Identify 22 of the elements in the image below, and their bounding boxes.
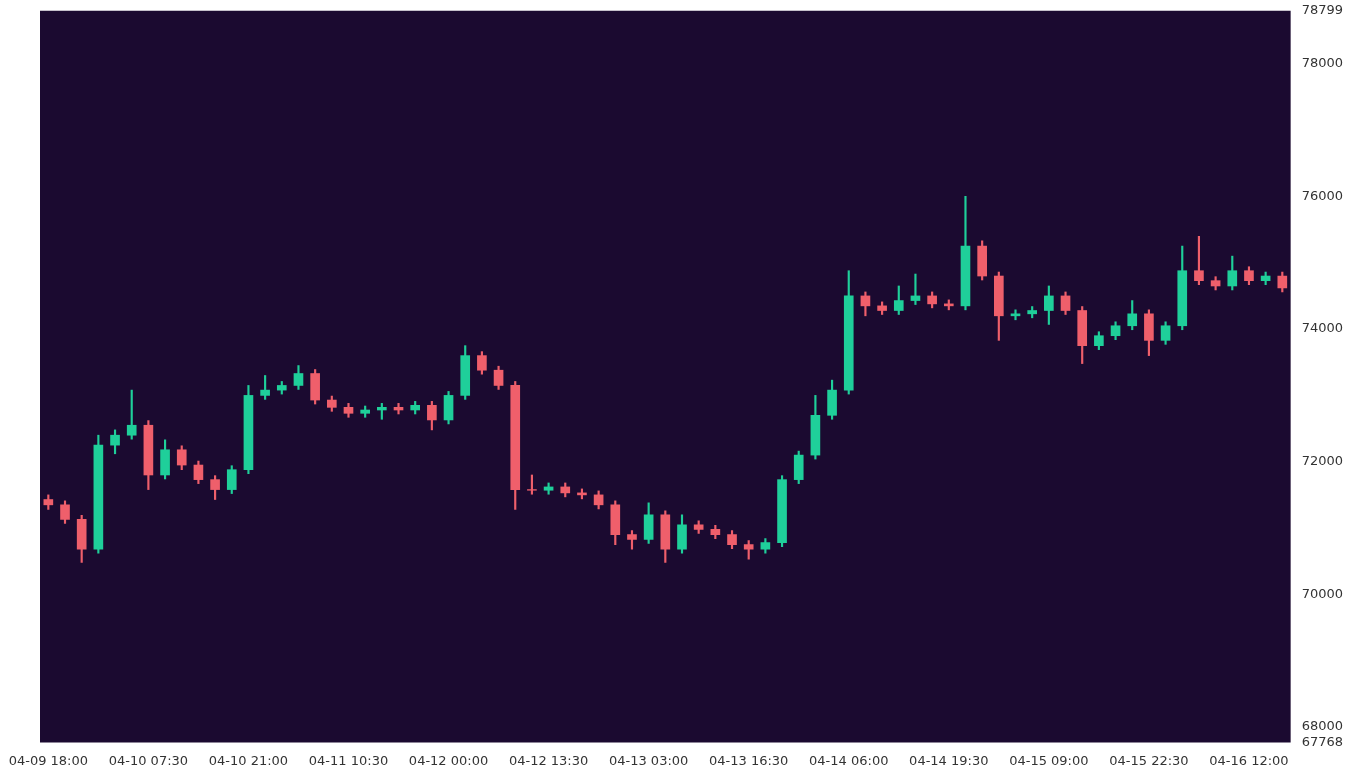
y-tick-label: 68000 — [1301, 718, 1343, 734]
x-tick-label: 04-13 16:30 — [709, 752, 789, 768]
x-tick-label: 04-14 19:30 — [909, 752, 989, 768]
y-tick-label: 76000 — [1301, 187, 1343, 203]
x-tick-label: 04-13 03:00 — [608, 752, 689, 768]
y-tick-label: 67768 — [1301, 733, 1343, 749]
x-tick-label: 04-09 18:00 — [8, 752, 89, 768]
candlestick — [1010, 309, 1021, 321]
y-tick-label: 70000 — [1301, 585, 1343, 601]
x-tick-label: 04-15 09:00 — [1009, 752, 1089, 768]
x-tick-label: 04-15 22:30 — [1109, 752, 1189, 768]
y-tick-label: 74000 — [1301, 320, 1343, 336]
x-tick-label: 04-10 07:30 — [108, 752, 189, 768]
x-tick-label: 04-10 21:00 — [208, 752, 289, 768]
y-tick-label: 72000 — [1301, 453, 1343, 469]
x-tick-label: 04-12 13:30 — [508, 752, 589, 768]
y-tick-label: 78000 — [1301, 55, 1343, 71]
x-tick-label: 04-12 00:00 — [408, 752, 489, 768]
x-tick-label: 04-14 06:00 — [809, 752, 889, 768]
x-tick-label: 04-16 12:00 — [1209, 752, 1289, 768]
y-tick-label: 78799 — [1301, 2, 1343, 18]
x-tick-label: 04-11 10:30 — [308, 752, 389, 768]
